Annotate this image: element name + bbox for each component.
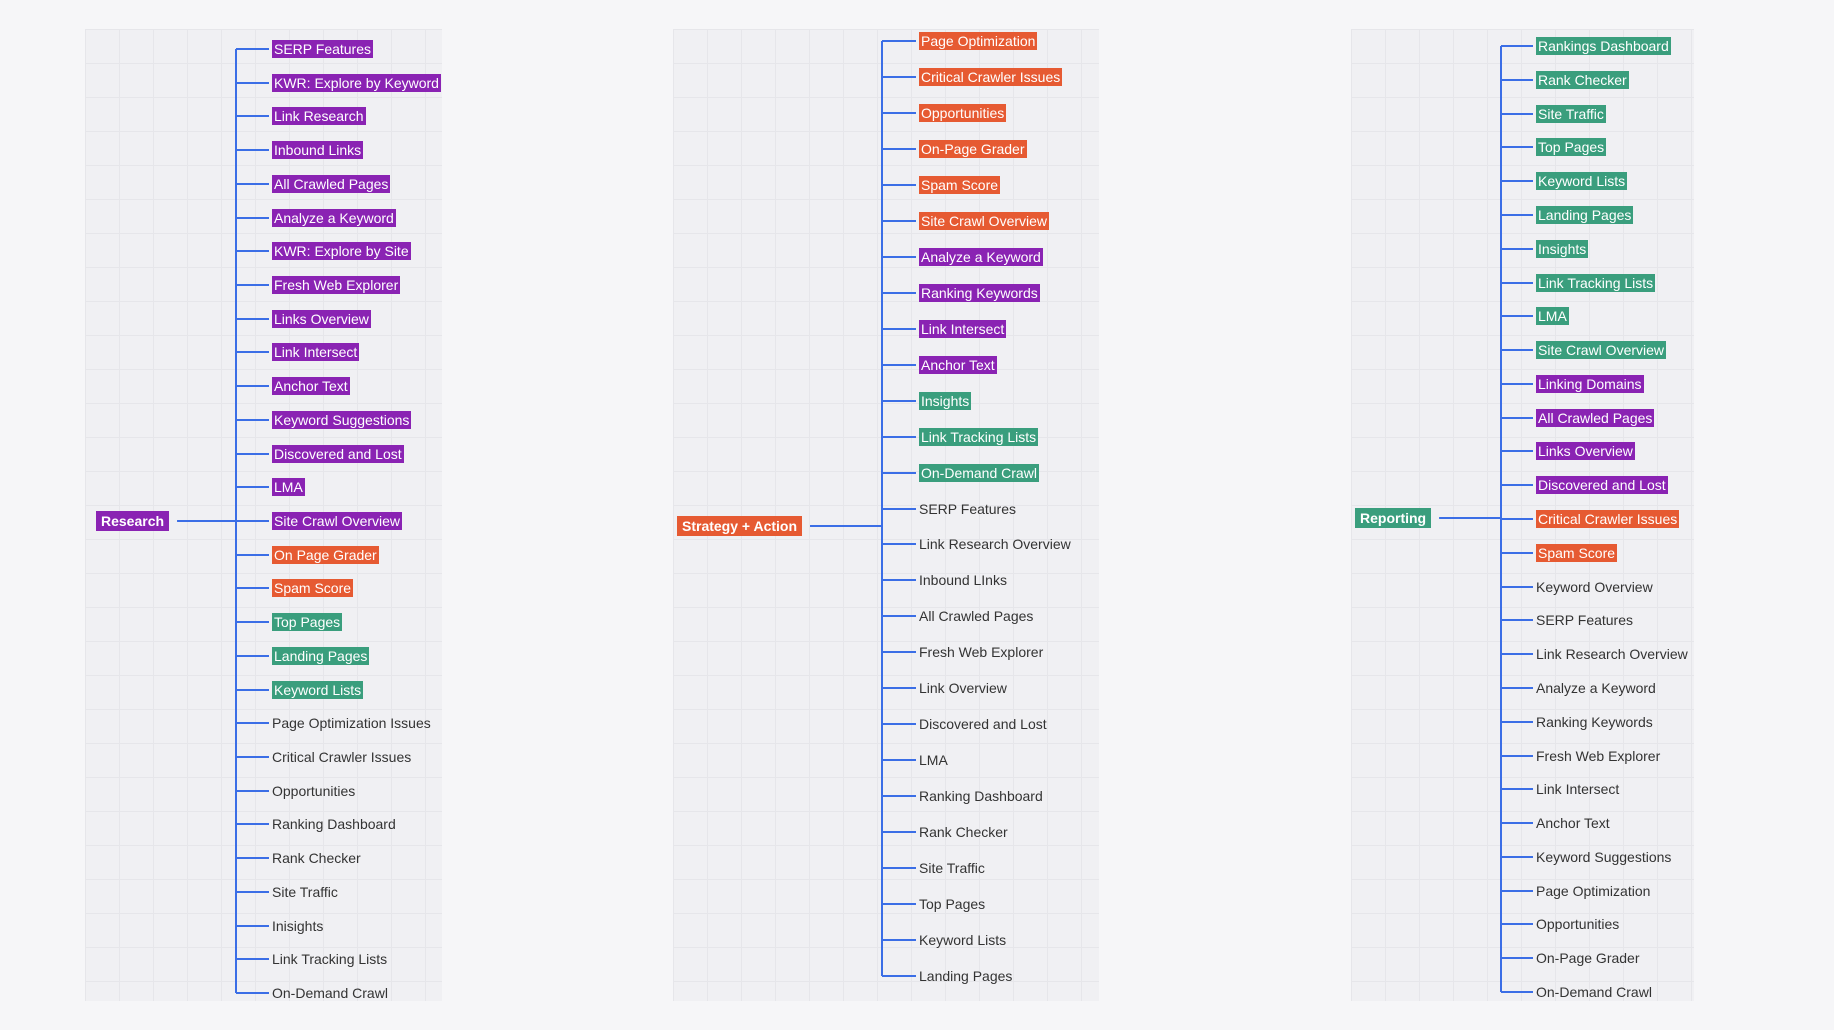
reporting-child-node[interactable]: Keyword Lists (1536, 172, 1628, 190)
research-child-node[interactable]: Page Optimization Issues (272, 715, 431, 731)
strategy-child-node[interactable]: Critical Crawler Issues (919, 68, 1063, 86)
reporting-child-node[interactable]: Spam Score (1536, 544, 1618, 562)
reporting-child-node[interactable]: Critical Crawler Issues (1536, 510, 1680, 528)
research-child-node[interactable]: KWR: Explore by Site (272, 242, 411, 260)
research-child-node[interactable]: Site Traffic (272, 884, 338, 900)
strategy-child-node[interactable]: Link Intersect (919, 320, 1007, 338)
strategy-child-node[interactable]: Anchor Text (919, 356, 997, 374)
research-child-node[interactable]: Keyword Lists (272, 681, 364, 699)
reporting-child-node[interactable]: Anchor Text (1536, 815, 1610, 831)
reporting-child-node[interactable]: Rank Checker (1536, 71, 1629, 89)
research-child-node[interactable]: Rank Checker (272, 850, 361, 866)
strategy-child-node[interactable]: Rank Checker (919, 824, 1008, 840)
strategy-child-node[interactable]: Insights (919, 392, 972, 410)
reporting-child-node[interactable]: Links Overview (1536, 442, 1635, 460)
research-root-node[interactable]: Research (96, 511, 170, 531)
research-child-node[interactable]: Ranking Dashboard (272, 816, 396, 832)
strategy-child-node[interactable]: Site Traffic (919, 860, 985, 876)
reporting-child-node[interactable]: Site Crawl Overview (1536, 341, 1667, 359)
research-child-node[interactable]: Link Intersect (272, 343, 360, 361)
reporting-child-node[interactable]: Top Pages (1536, 138, 1607, 156)
research-child-node[interactable]: Discovered and Lost (272, 445, 404, 463)
strategy-child-node[interactable]: Top Pages (919, 896, 986, 912)
research-child-node[interactable]: On-Demand Crawl (272, 985, 388, 1001)
strategy-child-node[interactable]: Inbound LInks (919, 572, 1007, 588)
research-child-node[interactable]: Link Research (272, 107, 366, 125)
strategy-child-node[interactable]: SERP Features (919, 501, 1017, 517)
strategy-child-node[interactable]: Site Crawl Overview (919, 212, 1050, 230)
research-child-node[interactable]: Spam Score (272, 579, 354, 597)
research-child-node[interactable]: On Page Grader (272, 546, 379, 564)
reporting-root-node[interactable]: Reporting (1355, 508, 1432, 528)
reporting-child-node[interactable]: Linking Domains (1536, 375, 1644, 393)
strategy-child-node[interactable]: Page Optimization (919, 32, 1038, 50)
strategy-child-node[interactable]: Fresh Web Explorer (919, 644, 1044, 660)
research-child-node[interactable]: SERP Features (272, 40, 374, 58)
reporting-child-node[interactable]: SERP Features (1536, 612, 1634, 628)
strategy-child-node[interactable]: Ranking Dashboard (919, 788, 1043, 804)
research-child-node[interactable]: Inisights (272, 918, 324, 934)
reporting-child-node[interactable]: All Crawled Pages (1536, 409, 1655, 427)
research-child-node[interactable]: Top Pages (272, 613, 343, 631)
reporting-child-node[interactable]: Link Intersect (1536, 781, 1620, 797)
reporting-child-node[interactable]: Landing Pages (1536, 206, 1634, 224)
strategy-child-node[interactable]: Keyword Lists (919, 932, 1007, 948)
research-child-node[interactable]: Fresh Web Explorer (272, 276, 401, 294)
reporting-child-node[interactable]: Keyword Suggestions (1536, 849, 1672, 865)
research-child-node[interactable]: Analyze a Keyword (272, 209, 396, 227)
strategy-child-node[interactable]: Analyze a Keyword (919, 248, 1043, 266)
strategy-root-node[interactable]: Strategy + Action (677, 516, 803, 536)
strategy-child-node[interactable]: Landing Pages (919, 968, 1013, 984)
reporting-child-node[interactable]: Page Optimization (1536, 883, 1651, 899)
reporting-child-node[interactable]: On-Demand Crawl (1536, 984, 1652, 1000)
reporting-child-node[interactable]: Site Traffic (1536, 105, 1606, 123)
reporting-child-node[interactable]: Link Tracking Lists (1536, 274, 1656, 292)
research-child-node[interactable]: KWR: Explore by Keyword (272, 74, 441, 92)
strategy-child-node[interactable]: On-Page Grader (919, 140, 1027, 158)
strategy-child-node[interactable]: Link Research Overview (919, 536, 1071, 552)
strategy-child-node[interactable]: All Crawled Pages (919, 608, 1034, 624)
strategy-child-node[interactable]: Discovered and Lost (919, 716, 1047, 732)
strategy-panel (673, 29, 1099, 1001)
strategy-child-node[interactable]: Ranking Keywords (919, 284, 1040, 302)
research-child-node[interactable]: Link Tracking Lists (272, 951, 388, 967)
strategy-child-node[interactable]: On-Demand Crawl (919, 464, 1039, 482)
research-child-node[interactable]: Links Overview (272, 310, 371, 328)
research-child-node[interactable]: Keyword Suggestions (272, 411, 412, 429)
reporting-child-node[interactable]: Opportunities (1536, 916, 1620, 932)
reporting-child-node[interactable]: Insights (1536, 240, 1589, 258)
research-child-node[interactable]: LMA (272, 478, 305, 496)
strategy-child-node[interactable]: Link Tracking Lists (919, 428, 1039, 446)
reporting-child-node[interactable]: On-Page Grader (1536, 950, 1640, 966)
reporting-child-node[interactable]: Link Research Overview (1536, 646, 1688, 662)
research-child-node[interactable]: Critical Crawler Issues (272, 749, 412, 765)
reporting-child-node[interactable]: Analyze a Keyword (1536, 680, 1656, 696)
strategy-child-node[interactable]: LMA (919, 752, 948, 768)
reporting-child-node[interactable]: Discovered and Lost (1536, 476, 1668, 494)
reporting-child-node[interactable]: Ranking Keywords (1536, 714, 1653, 730)
research-child-node[interactable]: Landing Pages (272, 647, 370, 665)
strategy-child-node[interactable]: Opportunities (919, 104, 1007, 122)
reporting-child-node[interactable]: Keyword Overview (1536, 579, 1653, 595)
research-child-node[interactable]: Anchor Text (272, 377, 350, 395)
research-child-node[interactable]: Inbound Links (272, 141, 364, 159)
strategy-child-node[interactable]: Spam Score (919, 176, 1001, 194)
research-child-node[interactable]: All Crawled Pages (272, 175, 391, 193)
reporting-child-node[interactable]: Rankings Dashboard (1536, 37, 1671, 55)
reporting-child-node[interactable]: LMA (1536, 307, 1569, 325)
research-child-node[interactable]: Opportunities (272, 783, 356, 799)
strategy-child-node[interactable]: Link Overview (919, 680, 1007, 696)
research-child-node[interactable]: Site Crawl Overview (272, 512, 403, 530)
reporting-child-node[interactable]: Fresh Web Explorer (1536, 748, 1661, 764)
